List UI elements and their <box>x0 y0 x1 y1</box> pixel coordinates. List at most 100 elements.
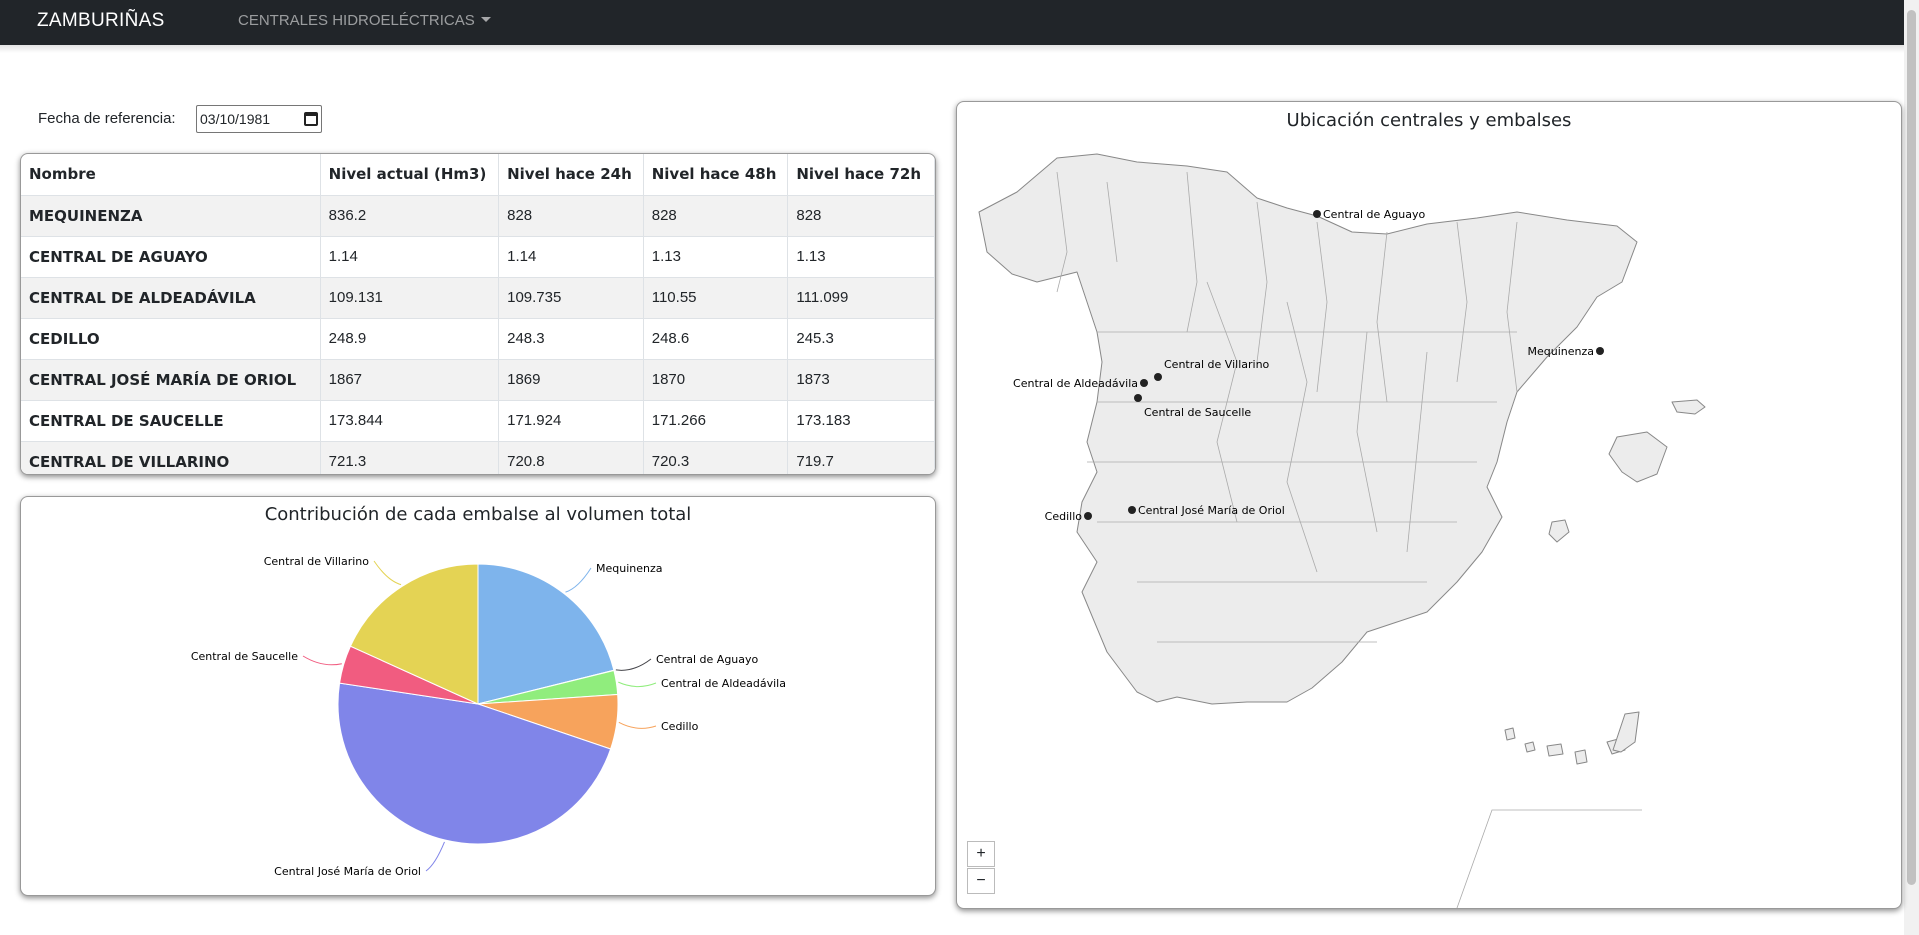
levels-table: Nombre Nivel actual (Hm3) Nivel hace 24h… <box>21 154 935 474</box>
row-48h: 828 <box>643 195 789 237</box>
row-72h: 245.3 <box>787 318 935 360</box>
date-label: Fecha de referencia: <box>38 110 176 127</box>
navbar: ZAMBURIÑAS CENTRALES HIDROELÉCTRICAS <box>0 0 1919 45</box>
table-row: CENTRAL DE VILLARINO 721.3 720.8 720.3 719.7 <box>21 441 935 474</box>
pie-slice-label: Cedillo <box>661 720 699 733</box>
navbar-shadow <box>0 45 1904 53</box>
map-marker-label: Cedillo <box>1045 510 1083 523</box>
header-nivel-actual: Nivel actual (Hm3) <box>320 154 500 196</box>
pie-slice-label: Central José María de Oriol <box>274 865 421 878</box>
map-marker-label: Mequinenza <box>1528 345 1595 358</box>
row-24h: 248.3 <box>498 318 644 360</box>
calendar-icon[interactable] <box>304 112 318 126</box>
row-24h: 1869 <box>498 359 644 401</box>
table-row: MEQUINENZA 836.2 828 828 828 <box>21 195 935 237</box>
pie-slice[interactable] <box>349 563 479 705</box>
map-marker-label: Central José María de Oriol <box>1138 504 1285 517</box>
row-48h: 248.6 <box>643 318 789 360</box>
map-title: Ubicación centrales y embalses <box>1286 110 1572 131</box>
balearic-mallorca <box>1608 431 1668 483</box>
pie-connector <box>618 721 657 729</box>
centrales-dropdown[interactable]: CENTRALES HIDROELÉCTRICAS <box>238 12 491 29</box>
table-header-row: Nombre Nivel actual (Hm3) Nivel hace 24h… <box>21 154 935 196</box>
pie-connector <box>425 841 445 872</box>
row-72h: 1.13 <box>787 236 935 278</box>
row-24h: 720.8 <box>498 441 644 474</box>
map-marker[interactable] <box>1313 210 1321 218</box>
row-name: CENTRAL DE SAUCELLE <box>21 400 321 442</box>
row-name: MEQUINENZA <box>21 195 321 237</box>
row-name: CENTRAL DE ALDEADÁVILA <box>21 277 321 319</box>
pie-slice[interactable] <box>477 563 615 705</box>
table-row: CENTRAL JOSÉ MARÍA DE ORIOL 1867 1869 1870 1… <box>21 359 935 401</box>
row-name: CENTRAL DE VILLARINO <box>21 441 321 474</box>
balearic-menorca <box>1671 399 1706 415</box>
table-row: CENTRAL DE ALDEADÁVILA 109.131 109.735 110.… <box>21 277 935 319</box>
canary-4 <box>1574 749 1588 765</box>
row-72h: 719.7 <box>787 441 935 474</box>
canary-2 <box>1524 741 1536 753</box>
row-actual: 1867 <box>320 359 500 401</box>
pie-slice-label: Mequinenza <box>596 562 663 575</box>
scrollbar-thumb[interactable] <box>1907 10 1916 885</box>
canary-1 <box>1504 727 1516 741</box>
row-48h: 720.3 <box>643 441 789 474</box>
row-72h: 828 <box>787 195 935 237</box>
map-marker[interactable] <box>1084 512 1092 520</box>
row-72h: 1873 <box>787 359 935 401</box>
map-marker[interactable] <box>1596 347 1604 355</box>
zoom-out-button[interactable]: − <box>967 868 995 894</box>
reference-date-value: 03/10/1981 <box>200 111 271 127</box>
row-24h: 828 <box>498 195 644 237</box>
pie-chart-card: Contribución de cada embalse al volumen … <box>20 496 936 896</box>
table-row: CENTRAL DE AGUAYO 1.14 1.14 1.13 1.13 <box>21 236 935 278</box>
province-borders <box>1056 171 1518 643</box>
row-24h: 171.924 <box>498 400 644 442</box>
reference-date-input[interactable]: 03/10/1981 <box>196 105 322 133</box>
row-24h: 1.14 <box>498 236 644 278</box>
row-48h: 1.13 <box>643 236 789 278</box>
pie-slice[interactable] <box>337 682 612 845</box>
pie-slice-label: Central de Aldeadávila <box>661 677 786 690</box>
row-72h: 173.183 <box>787 400 935 442</box>
centrales-dropdown-label: CENTRALES HIDROELÉCTRICAS <box>238 12 475 29</box>
map-marker[interactable] <box>1128 506 1136 514</box>
page-scrollbar[interactable] <box>1904 0 1919 935</box>
map-marker-label: Central de Villarino <box>1164 358 1270 371</box>
row-actual: 1.14 <box>320 236 500 278</box>
row-actual: 836.2 <box>320 195 500 237</box>
table-row: CEDILLO 248.9 248.3 248.6 245.3 <box>21 318 935 360</box>
spain-map[interactable]: Central de Aguayo Mequinenza Central de Vi… <box>957 102 1901 908</box>
header-nivel-48h: Nivel hace 48h <box>643 154 789 196</box>
row-actual: 248.9 <box>320 318 500 360</box>
canary-inset-border <box>1456 809 1642 908</box>
map-marker[interactable] <box>1134 394 1142 402</box>
levels-table-card: Nombre Nivel actual (Hm3) Nivel hace 24h… <box>20 153 936 475</box>
pie-slice-label: Central de Saucelle <box>191 650 298 663</box>
row-name: CENTRAL DE AGUAYO <box>21 236 321 278</box>
row-name: CENTRAL JOSÉ MARÍA DE ORIOL <box>21 359 321 401</box>
pie-connector <box>373 560 402 586</box>
pie-chart-title: Contribución de cada embalse al volumen … <box>264 504 692 525</box>
map-marker[interactable] <box>1154 373 1162 381</box>
row-24h: 109.735 <box>498 277 644 319</box>
pie-connector <box>618 681 657 688</box>
zoom-in-button[interactable]: + <box>967 841 995 867</box>
row-48h: 1870 <box>643 359 789 401</box>
row-name: CEDILLO <box>21 318 321 360</box>
row-actual: 721.3 <box>320 441 500 474</box>
table-row: CENTRAL DE SAUCELLE 173.844 171.924 171.266… <box>21 400 935 442</box>
pie-connector <box>615 658 652 671</box>
pie-connector <box>302 655 342 666</box>
header-nivel-24h: Nivel hace 24h <box>498 154 644 196</box>
map-marker[interactable] <box>1140 379 1148 387</box>
pie-slice-label: Central de Aguayo <box>656 653 759 666</box>
header-nivel-72h: Nivel hace 72h <box>787 154 935 196</box>
map-card: Ubicación centrales y embalses Central d… <box>956 101 1902 909</box>
caret-down-icon <box>480 17 491 22</box>
row-48h: 171.266 <box>643 400 789 442</box>
pie-chart: Mequinenza Central de Aguayo Central de Al… <box>191 555 786 878</box>
canary-3 <box>1546 743 1564 757</box>
pie-slice-label: Central de Villarino <box>264 555 370 568</box>
brand-logo[interactable]: ZAMBURIÑAS <box>37 10 165 31</box>
